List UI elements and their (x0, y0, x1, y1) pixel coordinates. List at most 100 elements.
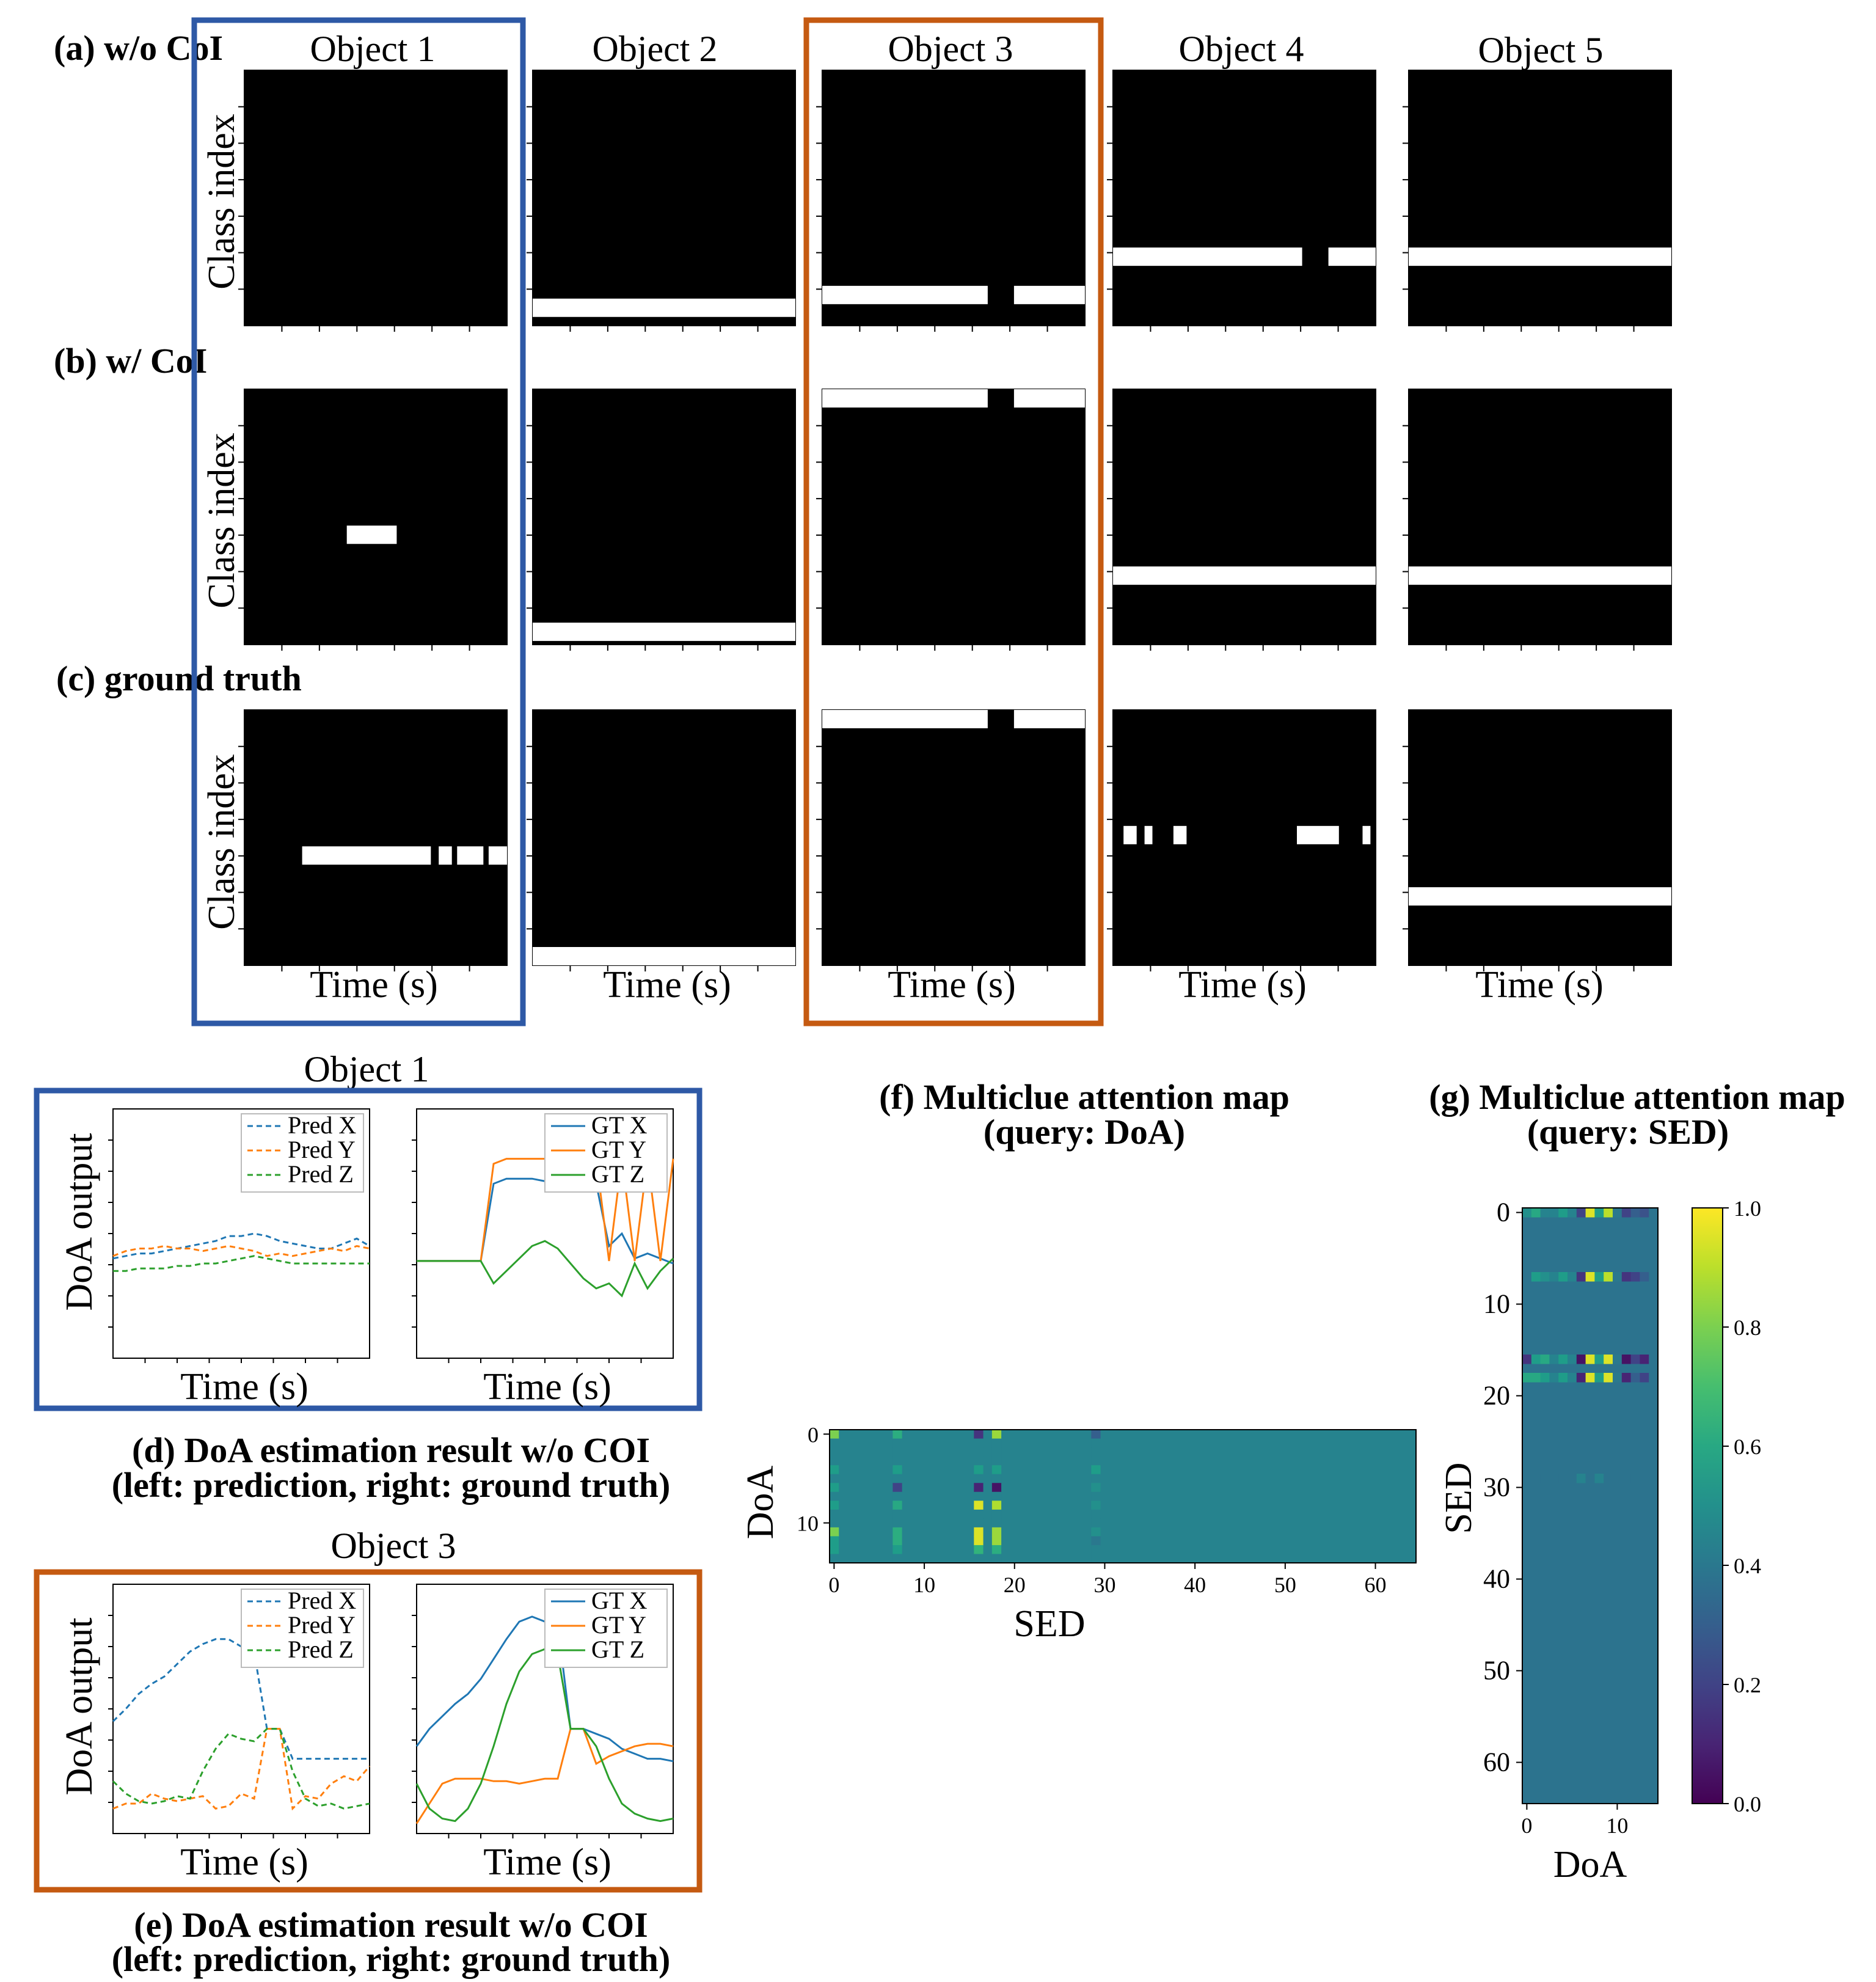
heatmap-f-cell (974, 1536, 984, 1546)
caption-d-line-1: (d) DoA estimation result w/o COI (132, 1430, 650, 1470)
activity-panel-w-coi-object-2 (532, 389, 796, 645)
heatmap-g-cell (1549, 1474, 1559, 1483)
heatmap-g-cell (1540, 1373, 1550, 1383)
heatmap-f-cell (991, 1554, 1002, 1563)
heatmap-f-cell (991, 1545, 1002, 1554)
colorbar-tick-label: 1.0 (1734, 1196, 1761, 1221)
heatmap-g-cell (1604, 1272, 1613, 1282)
heatmap-g-y-tick-label: 60 (1483, 1747, 1510, 1777)
heatmap-f-cell (892, 1474, 902, 1483)
activity-panel-ground-truth-object-5 (1408, 709, 1672, 966)
heatmap-g-cell (1540, 1208, 1550, 1218)
active-segment (1113, 247, 1302, 266)
attention-map-g: 0 10 20 30 40 50 60 0 10 DoA SED 0.0 0.2 0.4 0.6 0.8 1.0 (1438, 1196, 1761, 1885)
heatmap-g-x-tick-label: 0 (1521, 1813, 1532, 1838)
heatmap-f-y-tick-label: 0 (808, 1422, 819, 1447)
heatmap-g-cell (1640, 1355, 1649, 1364)
heatmap-g-cell (1585, 1272, 1595, 1282)
grid-ylabel-row-c: Class index (201, 754, 243, 930)
heatmap-f-cell (892, 1465, 902, 1475)
attention-map-f: 0 10 20 30 40 50 60 0 10 SED DoA (740, 1422, 1417, 1645)
active-segment (1362, 825, 1371, 844)
active-segment (1328, 247, 1376, 266)
heatmap-g-cell (1594, 1373, 1604, 1383)
heatmap-f-cell (830, 1518, 839, 1528)
heatmap-f-cell (1091, 1483, 1101, 1493)
heatmap-g-cell (1568, 1208, 1577, 1218)
heatmap-g-cell (1649, 1355, 1659, 1364)
active-segment (822, 285, 988, 304)
heatmap-f-cell (830, 1554, 839, 1563)
doa-d-left-xlabel: Time (s) (180, 1366, 308, 1408)
heatmap-f-cell (991, 1465, 1002, 1475)
active-segment (1409, 566, 1671, 585)
heatmap-f-cell (974, 1509, 984, 1519)
heatmap-f-cell (974, 1527, 984, 1537)
doa-d-ylabel: DoA output (59, 1133, 100, 1311)
heatmap-f-cell (892, 1447, 902, 1457)
active-segment (533, 947, 795, 965)
heatmap-g-cell (1604, 1208, 1613, 1218)
object-1-highlight-box (191, 17, 526, 1026)
heatmap-g-cell (1576, 1474, 1586, 1483)
heatmap-g-cell (1630, 1272, 1640, 1282)
heatmap-g-cell (1540, 1355, 1550, 1364)
heatmap-f-cell (991, 1518, 1002, 1528)
doa-e-ground-truth-legend-label-x: GT X (591, 1587, 648, 1614)
heatmap-f-cell (830, 1536, 839, 1546)
heatmap-f-cell (991, 1430, 1002, 1439)
colorbar-tick-label: 0.6 (1734, 1435, 1761, 1459)
grid-xlabel-object-2: Time (s) (603, 964, 731, 1006)
heatmap-f-cell (830, 1438, 839, 1448)
heatmap-g-cell (1568, 1373, 1577, 1383)
doa-d-prediction-series-y (112, 1245, 370, 1257)
heatmap-f-cell (830, 1501, 839, 1510)
doa-d-prediction-series-x (112, 1232, 370, 1260)
column-title-object-2: Object 2 (593, 29, 718, 69)
heatmap-f-cell (892, 1430, 902, 1439)
doa-e-left-xlabel: Time (s) (180, 1841, 308, 1883)
heatmap-g-cell (1568, 1355, 1577, 1364)
heatmap-g-cell (1604, 1474, 1613, 1483)
heatmap-f-cell (974, 1430, 984, 1439)
grid-ylabel-row-a: Class index (201, 114, 243, 290)
heatmap-g-cell (1594, 1208, 1604, 1218)
caption-e-line-2: (left: prediction, right: ground truth) (112, 1939, 671, 1979)
heatmap-f-cell (991, 1501, 1002, 1510)
active-segment (1409, 887, 1671, 906)
heatmap-f-cell (892, 1501, 902, 1510)
active-segment (1144, 825, 1153, 844)
doa-d-right-xlabel: Time (s) (483, 1366, 611, 1408)
heatmap-g-xlabel: DoA (1553, 1844, 1627, 1885)
heatmap-g-cell (1585, 1208, 1595, 1218)
heatmap-f-cell (1091, 1527, 1101, 1537)
heatmap-g-cell (1522, 1272, 1532, 1282)
grid-xlabel-object-1: Time (s) (310, 964, 438, 1006)
colorbar (1692, 1207, 1723, 1804)
doa-d-prediction-legend-label-x: Pred X (288, 1111, 356, 1139)
column-title-object-3: Object 3 (888, 29, 1013, 69)
heatmap-g-y-tick-label: 0 (1497, 1198, 1510, 1227)
heatmap-g-y-tick-label: 40 (1483, 1564, 1510, 1594)
heatmap-g-cell (1558, 1208, 1568, 1218)
heatmap-f-cell (1091, 1474, 1101, 1483)
heatmap-f-cell (1091, 1509, 1101, 1519)
heatmap-g-cell (1522, 1208, 1532, 1218)
heatmap-f-cell (974, 1474, 984, 1483)
heatmap-f-cell (1091, 1491, 1101, 1501)
sed-activity-grid (238, 70, 1672, 971)
heatmap-g-cell (1549, 1208, 1559, 1218)
heatmap-g-cell (1630, 1474, 1640, 1483)
heatmap-g-cell (1630, 1208, 1640, 1218)
grid-ylabel-row-b: Class index (201, 433, 243, 609)
doa-e-prediction-legend-label-y: Pred Y (288, 1611, 356, 1639)
heatmap-f-cell (991, 1474, 1002, 1483)
heatmap-g-cell (1649, 1373, 1659, 1383)
heatmap-g-cell (1630, 1373, 1640, 1383)
heatmap-f-x-tick-label: 10 (913, 1573, 935, 1597)
heatmap-f-x-tick-label: 0 (828, 1573, 839, 1597)
heatmap-f-cell (892, 1545, 902, 1554)
active-segment (822, 710, 988, 728)
heatmap-f-x-tick-label: 60 (1365, 1573, 1387, 1597)
